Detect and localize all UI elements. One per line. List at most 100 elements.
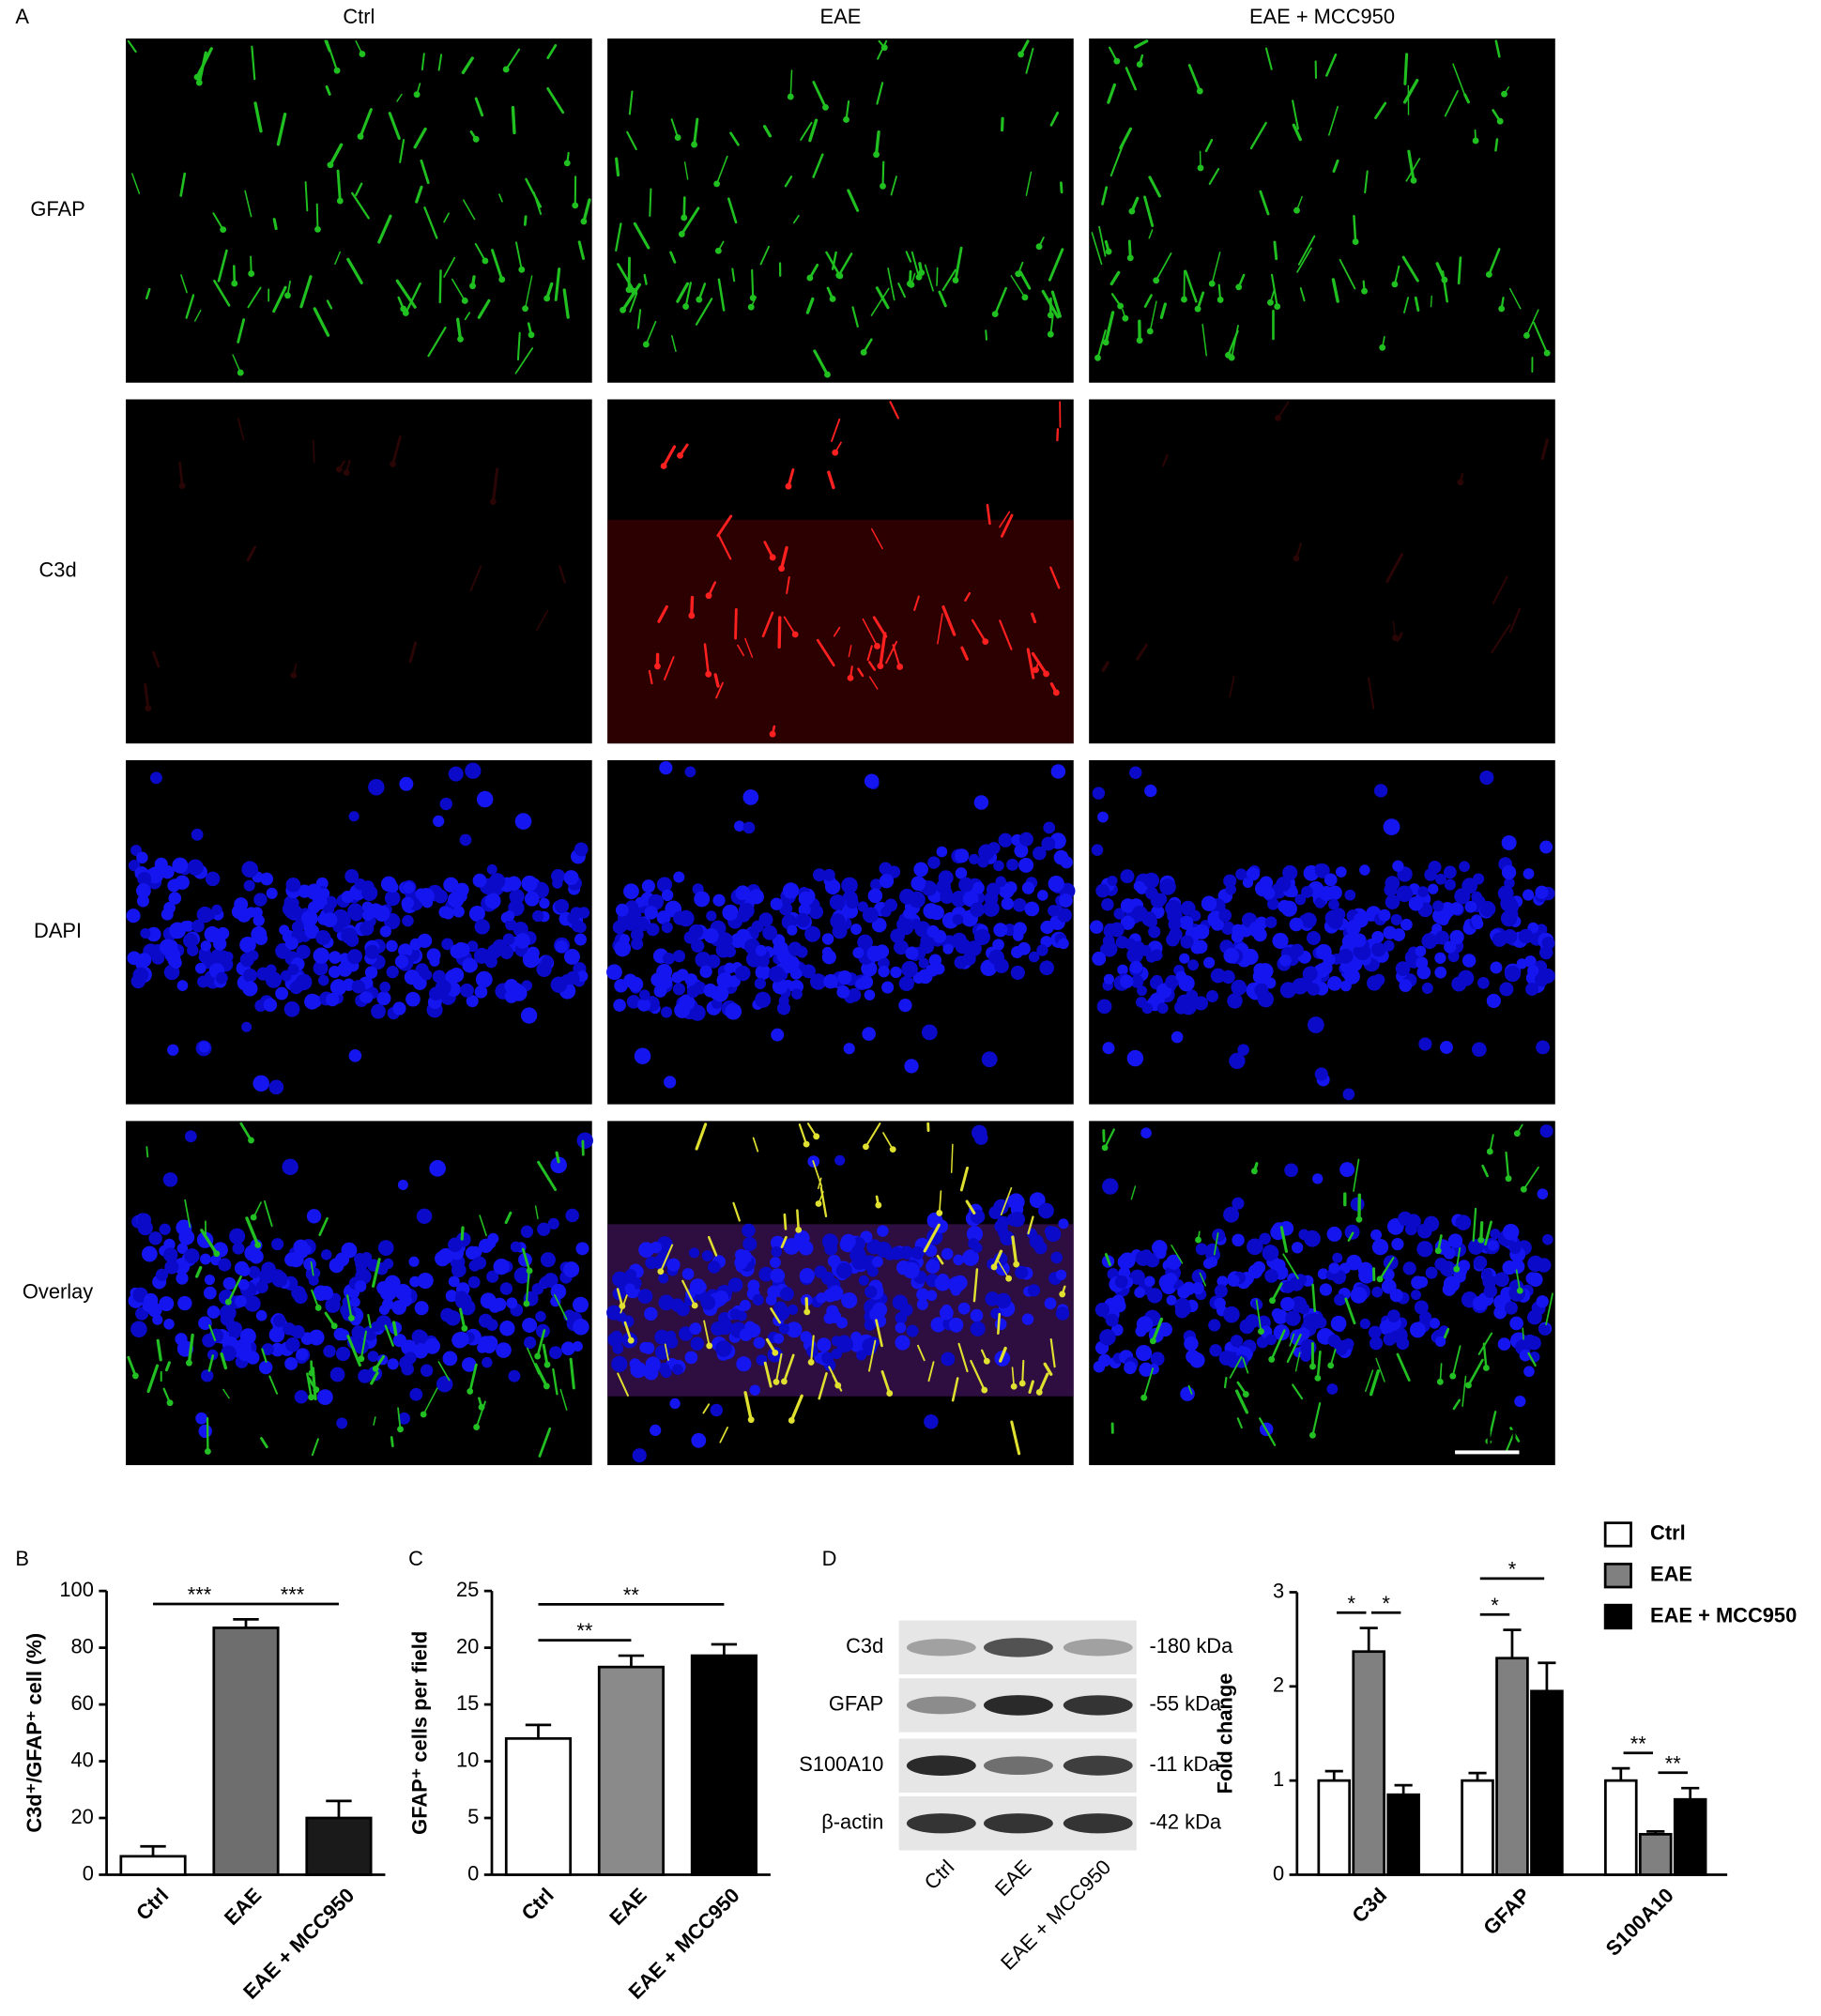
nucleus (176, 1272, 189, 1285)
stain-process (179, 172, 187, 197)
nucleus (409, 1275, 421, 1288)
nucleus (524, 891, 540, 907)
y-tick-label: 20 (71, 1805, 94, 1828)
nucleus (1371, 1286, 1384, 1298)
nucleus (347, 903, 363, 920)
nucleus (283, 1322, 296, 1336)
nucleus (1092, 787, 1106, 800)
stain-process (1096, 329, 1107, 359)
nucleus (894, 939, 909, 955)
nucleus (159, 1296, 175, 1312)
nucleus (459, 833, 472, 847)
nucleus (1447, 950, 1460, 963)
stain-cell (348, 1314, 355, 1321)
stain-process (1048, 248, 1064, 282)
nucleus (576, 970, 589, 983)
micrograph (1089, 399, 1555, 744)
stain-process (817, 1177, 822, 1190)
nucleus (258, 1360, 273, 1375)
nucleus (1328, 1262, 1340, 1275)
nucleus (937, 1274, 949, 1286)
nucleus (1094, 1302, 1110, 1318)
nucleus (978, 844, 995, 861)
stain-cell (1018, 1380, 1026, 1387)
nucleus (573, 1319, 589, 1336)
stain-process (208, 1324, 217, 1341)
nucleus (906, 1324, 919, 1337)
stain-process (534, 1205, 539, 1220)
stain-cell (1274, 303, 1281, 311)
size-label: -180 kDa (1149, 1634, 1233, 1657)
nucleus (283, 1000, 300, 1017)
nucleus (737, 909, 751, 923)
stain-process (737, 644, 744, 657)
stain-process (695, 298, 713, 326)
nucleus (468, 905, 485, 923)
nucleus (836, 985, 850, 999)
stain-cell (534, 1352, 542, 1360)
nucleus (1232, 1197, 1245, 1210)
stain-process (1353, 215, 1357, 243)
stain-cell (889, 1146, 896, 1153)
stain-process (276, 112, 287, 146)
micrograph-background (607, 38, 1074, 383)
nucleus (630, 928, 644, 941)
nucleus (234, 1295, 247, 1307)
nucleus (717, 938, 732, 953)
nucleus (454, 1291, 468, 1305)
nucleus (953, 1254, 964, 1266)
stain-process (537, 1160, 558, 1191)
nucleus (360, 991, 372, 1003)
nucleus (306, 1209, 322, 1224)
nucleus (1501, 864, 1517, 880)
stain-cell (314, 225, 321, 233)
y-axis-label: GFAP⁺ cells per field (408, 1631, 432, 1835)
y-tick-label: 100 (59, 1578, 94, 1601)
nucleus (436, 1376, 453, 1393)
stain-process (1405, 158, 1421, 182)
nucleus (445, 1310, 461, 1326)
nucleus (994, 1219, 1008, 1233)
nucleus (429, 955, 440, 967)
nucleus (159, 939, 176, 955)
nucleus (367, 1351, 379, 1363)
nucleus (796, 946, 808, 958)
nucleus (241, 861, 259, 878)
nucleus (823, 973, 838, 989)
nucleus (1461, 878, 1478, 894)
nucleus (195, 1412, 207, 1425)
nucleus (499, 1321, 515, 1336)
nucleus (509, 889, 525, 905)
nucleus (771, 1245, 783, 1258)
nucleus (1166, 1294, 1177, 1306)
nucleus (315, 929, 331, 946)
stain-process (669, 251, 677, 264)
nucleus (613, 999, 626, 1012)
nucleus (489, 877, 502, 890)
nucleus (1434, 1336, 1446, 1348)
nucleus (942, 943, 954, 955)
nucleus (1523, 868, 1535, 879)
stain-process (1292, 99, 1299, 130)
stain-process (941, 268, 956, 292)
nucleus (361, 909, 375, 922)
stain-process (427, 327, 447, 358)
stain-process (1201, 323, 1208, 357)
stain-cell (314, 1305, 322, 1311)
significance-label: *** (281, 1583, 305, 1607)
nucleus (1370, 1229, 1383, 1241)
nucleus (773, 1301, 788, 1315)
stain-cell (1355, 1215, 1363, 1223)
nucleus (287, 897, 299, 909)
nucleus (1043, 821, 1056, 834)
nucleus (466, 959, 478, 972)
nucleus (771, 1028, 785, 1042)
nucleus (1523, 1334, 1537, 1348)
stain-cell (482, 257, 489, 265)
stain-cell (873, 151, 880, 159)
nucleus (852, 947, 865, 959)
nucleus (1350, 1287, 1368, 1304)
nucleus (346, 949, 362, 965)
stain-process (831, 418, 841, 442)
stain-process (200, 1229, 219, 1256)
